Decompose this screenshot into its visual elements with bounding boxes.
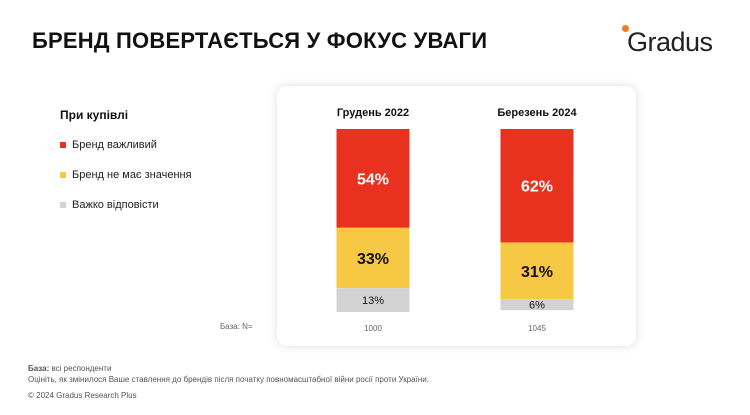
footer-base-prefix: База: (28, 364, 50, 373)
legend-swatch-icon (60, 142, 66, 148)
legend: При купівлі Бренд важливий Бренд не має … (60, 108, 192, 228)
bar-segment (336, 227, 410, 289)
data-label: 31% (521, 264, 553, 281)
base-n-label: База: N= (220, 322, 253, 331)
legend-item-important: Бренд важливий (60, 138, 192, 152)
footer-base-text: всі респонденти (49, 364, 112, 373)
footer-copyright: © 2024 Gradus Research Plus (28, 391, 137, 400)
legend-title: При купівлі (60, 108, 129, 122)
bar-segment (500, 129, 574, 243)
data-label: 54% (357, 171, 389, 188)
legend-swatch-icon (60, 202, 66, 208)
legend-item-not-important: Бренд не має значення (60, 168, 192, 182)
bar-segment (336, 129, 410, 228)
category-label: Грудень 2022 (337, 107, 409, 119)
legend-label: Бренд не має значення (72, 169, 192, 181)
gradus-logo: Gradus (617, 24, 727, 58)
logo-text: Gradus (627, 27, 713, 57)
footer-question: Оцініть, як змінилося Ваше ставлення до … (28, 375, 429, 384)
bar-segment (336, 288, 410, 312)
legend-swatch-icon (60, 172, 66, 178)
data-label: 33% (357, 251, 389, 268)
bar-segment (500, 299, 574, 311)
footer-base: База: всі респонденти (28, 364, 111, 373)
page-title: БРЕНД ПОВЕРТАЄТЬСЯ У ФОКУС УВАГИ (32, 28, 488, 53)
base-n-value: 1045 (528, 324, 546, 333)
logo-dot-icon (622, 25, 629, 32)
data-label: 62% (521, 179, 553, 196)
legend-label: Бренд важливий (72, 139, 157, 151)
bar-segment (500, 242, 574, 300)
legend-label: Важко відповісти (72, 199, 159, 211)
category-label: Березень 2024 (497, 107, 577, 119)
legend-item-hard-to-say: Важко відповісти (60, 198, 192, 212)
data-label: 13% (362, 295, 384, 307)
data-label: 6% (529, 300, 545, 312)
base-n-value: 1000 (364, 324, 382, 333)
